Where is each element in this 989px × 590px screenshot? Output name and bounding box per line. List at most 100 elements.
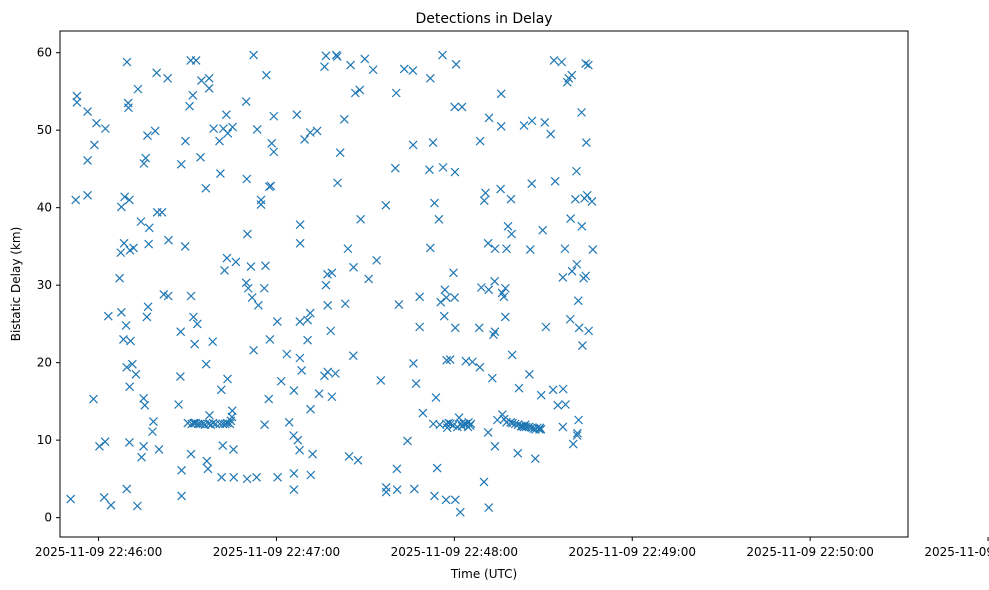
y-tick-label: 50: [37, 123, 52, 137]
data-point: [558, 272, 568, 282]
data-point: [300, 135, 310, 144]
data-point: [348, 351, 358, 361]
data-point: [124, 438, 134, 447]
data-point: [190, 339, 200, 349]
data-point: [536, 390, 546, 400]
data-point: [484, 285, 494, 295]
data-point: [83, 107, 92, 117]
data-point: [246, 262, 256, 271]
data-point: [436, 297, 446, 307]
data-point: [457, 102, 467, 112]
data-point: [306, 404, 315, 414]
data-point: [450, 495, 460, 505]
data-point: [176, 159, 186, 169]
data-point: [71, 195, 81, 205]
data-point: [490, 327, 500, 337]
data-point: [343, 244, 353, 254]
data-point: [425, 165, 434, 175]
data-point: [189, 312, 198, 322]
data-point: [390, 163, 400, 173]
data-point: [432, 463, 442, 473]
data-point: [438, 50, 447, 60]
data-point: [450, 102, 460, 112]
y-tick-label: 40: [37, 201, 52, 215]
data-point: [284, 417, 294, 427]
data-point: [242, 474, 252, 484]
data-point: [527, 179, 537, 189]
data-point: [137, 452, 146, 462]
data-point: [350, 88, 360, 98]
data-point: [116, 307, 126, 317]
data-point: [428, 138, 438, 148]
data-point: [139, 159, 149, 168]
data-point: [220, 266, 229, 275]
data-point: [308, 449, 318, 459]
data-point: [425, 243, 435, 253]
y-tick-label: 10: [37, 433, 52, 447]
data-point: [148, 417, 158, 426]
data-point: [581, 138, 591, 148]
data-point: [538, 225, 548, 235]
data-point: [228, 122, 237, 132]
data-point: [229, 445, 238, 454]
data-point: [276, 376, 286, 386]
y-tick-label: 20: [37, 356, 52, 370]
data-point: [215, 169, 225, 179]
data-point: [503, 221, 513, 231]
data-point: [231, 257, 241, 267]
data-point: [381, 487, 391, 497]
data-point: [176, 327, 186, 337]
data-point: [444, 418, 454, 428]
x-tick-label: 2025-11-09 22:49:00: [569, 545, 696, 559]
data-point: [507, 229, 516, 239]
data-point: [434, 214, 444, 224]
data-point: [72, 91, 82, 101]
data-point: [484, 503, 494, 512]
data-point: [100, 124, 110, 134]
data-point: [587, 197, 597, 206]
data-point: [180, 241, 190, 251]
data-point: [549, 56, 559, 65]
data-point: [174, 400, 184, 409]
data-point: [175, 372, 185, 382]
data-point: [89, 394, 98, 404]
data-point: [499, 292, 509, 302]
data-point: [120, 192, 130, 202]
data-point: [572, 166, 581, 176]
x-tick-label: 2025-11-09 22:48:00: [391, 545, 518, 559]
data-point: [510, 419, 520, 429]
data-point: [360, 54, 370, 64]
data-point: [438, 162, 448, 172]
data-point: [83, 155, 92, 165]
data-point: [572, 431, 582, 440]
data-point: [331, 369, 340, 378]
data-point: [321, 51, 331, 61]
data-point: [124, 195, 134, 205]
data-point: [209, 124, 219, 134]
data-point: [242, 229, 252, 239]
data-point: [303, 335, 313, 345]
data-point: [303, 315, 313, 325]
data-point: [479, 477, 489, 487]
data-point: [561, 400, 570, 409]
data-point: [558, 384, 568, 394]
data-point: [223, 374, 232, 384]
data-point: [496, 184, 506, 194]
data-point: [204, 83, 214, 93]
data-point: [222, 253, 232, 263]
data-point: [99, 493, 109, 502]
data-point: [292, 110, 302, 120]
y-tick-label: 0: [44, 511, 52, 525]
data-point: [376, 376, 386, 385]
data-point: [72, 97, 82, 107]
data-point: [431, 393, 441, 402]
data-point: [152, 68, 162, 78]
data-point: [525, 245, 535, 254]
data-point: [466, 419, 476, 429]
data-point: [446, 419, 455, 429]
data-point: [252, 472, 262, 482]
x-tick-label: 2025-11-09 22:46:00: [35, 545, 162, 559]
data-point: [468, 357, 477, 367]
data-point: [95, 441, 104, 451]
